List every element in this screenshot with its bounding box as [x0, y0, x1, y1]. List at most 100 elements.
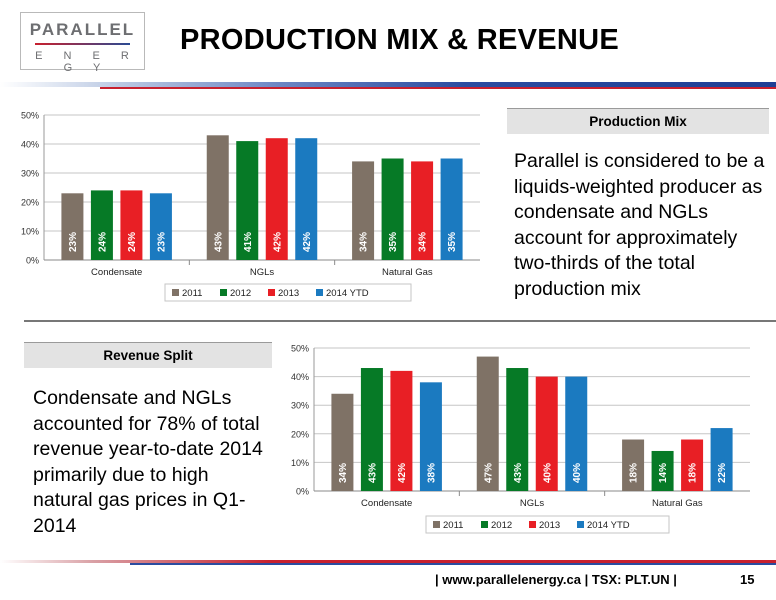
y-tick-label: 10% — [291, 458, 309, 468]
data-label: 34% — [338, 463, 349, 483]
legend-swatch — [481, 521, 488, 528]
data-label: 34% — [359, 232, 370, 252]
data-label: 43% — [513, 463, 524, 483]
data-label: 34% — [418, 232, 429, 252]
data-label: 40% — [572, 463, 583, 483]
production-mix-chart: 0% 10% 20% 30% 40% 50% Condensate 23% 24% 24% 23% N… — [21, 111, 480, 302]
data-label: 23% — [156, 232, 167, 252]
bar-condensate-2012 — [90, 190, 113, 260]
legend: 2011 2012 2013 2014 YTD — [425, 515, 670, 534]
x-tick-label: Natural Gas — [382, 267, 433, 278]
bar-ngls-2012 — [506, 368, 529, 491]
legend-label: 2013 — [539, 520, 560, 531]
bar-condensate-2011 — [61, 193, 84, 260]
x-tick-label: NGLs — [520, 498, 545, 509]
y-tick-label: 20% — [21, 198, 39, 208]
legend-label: 2012 — [491, 520, 512, 531]
bar-natural-gas-2011 — [622, 439, 645, 491]
y-tick-label: 0% — [296, 487, 309, 497]
legend: 2011 2012 2013 2014 YTD — [164, 283, 412, 302]
revenue-split-header: Revenue Split — [24, 342, 272, 368]
bar-natural-gas-2011 — [352, 161, 375, 260]
logo-divider — [35, 43, 130, 45]
y-tick-label: 0% — [26, 256, 39, 266]
bar-ngls-2012 — [236, 141, 259, 260]
bar-ngls-2013 — [535, 376, 558, 491]
bar-ngls-2013 — [265, 138, 288, 260]
y-tick-label: 10% — [21, 227, 39, 237]
section-divider — [24, 320, 776, 322]
data-label: 14% — [658, 463, 669, 483]
data-label: 42% — [397, 463, 408, 483]
y-tick-label: 50% — [21, 111, 39, 121]
data-label: 38% — [426, 463, 437, 483]
bar-ngls-2014-ytd — [295, 138, 318, 260]
data-label: 43% — [367, 463, 378, 483]
bar-natural-gas-2014-ytd — [440, 158, 463, 260]
x-tick-label: Condensate — [91, 267, 142, 278]
data-label: 18% — [629, 463, 640, 483]
legend-swatch — [433, 521, 440, 528]
legend-swatch — [220, 289, 227, 296]
header-rule-accent — [100, 87, 776, 89]
legend-swatch — [529, 521, 536, 528]
data-label: 47% — [483, 463, 494, 483]
data-label: 40% — [542, 463, 553, 483]
bar-natural-gas-2013 — [411, 161, 434, 260]
data-label: 18% — [688, 463, 699, 483]
data-label: 43% — [213, 232, 224, 252]
x-tick-label: Condensate — [361, 498, 412, 509]
y-tick-label: 20% — [291, 429, 309, 439]
data-label: 42% — [302, 232, 313, 252]
bar-ngls-2011 — [476, 356, 499, 491]
bar-condensate-2011 — [331, 393, 354, 491]
legend-box — [425, 515, 670, 534]
footer-website[interactable]: | www.parallelenergy.ca | TSX: PLT.UN | — [435, 572, 677, 587]
legend-swatch — [268, 289, 275, 296]
logo-wordmark: PARALLEL — [29, 20, 136, 39]
legend-label: 2014 YTD — [326, 288, 369, 299]
data-label: 41% — [243, 232, 254, 252]
bar-condensate-2012 — [360, 368, 383, 491]
footer-rule-accent — [130, 563, 776, 565]
page-title: PRODUCTION MIX & REVENUE — [180, 24, 620, 56]
x-tick-label: NGLs — [250, 267, 275, 278]
bar-condensate-2013 — [120, 190, 143, 260]
production-mix-text: Parallel is considered to be a liquids-w… — [514, 150, 765, 300]
legend-label: 2012 — [230, 288, 251, 299]
bar-condensate-2014-ytd — [419, 382, 442, 491]
bar-condensate-2013 — [390, 370, 413, 491]
production-mix-header: Production Mix — [507, 108, 769, 134]
header-rule — [0, 82, 776, 87]
logo-subtitle: E N E R G Y — [35, 50, 138, 74]
legend-label: 2013 — [278, 288, 299, 299]
y-tick-label: 30% — [21, 169, 39, 179]
data-label: 24% — [97, 232, 108, 252]
legend-label: 2014 YTD — [587, 520, 630, 531]
revenue-split-text: Condensate and NGLs accounted for 78% of… — [33, 387, 263, 537]
page-number: 15 — [740, 572, 755, 587]
data-label: 35% — [388, 232, 399, 252]
parallel-energy-logo: PARALLEL E N E R G Y — [20, 12, 145, 74]
y-tick-label: 50% — [291, 344, 309, 354]
legend-box — [164, 283, 412, 302]
legend-swatch — [172, 289, 179, 296]
bar-ngls-2014-ytd — [565, 376, 588, 491]
bar-natural-gas-2012 — [651, 450, 674, 491]
y-tick-label: 30% — [291, 401, 309, 411]
data-label: 24% — [127, 232, 138, 252]
legend-swatch — [577, 521, 584, 528]
y-tick-label: 40% — [291, 372, 309, 382]
revenue-split-chart: 0% 10% 20% 30% 40% 50% Condensate 34% 43% 42% 38% N… — [291, 344, 750, 534]
y-tick-label: 40% — [21, 140, 39, 150]
data-label: 35% — [447, 232, 458, 252]
data-label: 23% — [68, 232, 79, 252]
bar-natural-gas-2013 — [681, 439, 704, 491]
footer-rule — [0, 560, 776, 563]
x-tick-label: Natural Gas — [652, 498, 703, 509]
legend-swatch — [316, 289, 323, 296]
legend-label: 2011 — [182, 288, 202, 299]
bar-ngls-2011 — [206, 135, 229, 260]
bar-condensate-2014-ytd — [149, 193, 172, 260]
data-label: 22% — [717, 463, 728, 483]
